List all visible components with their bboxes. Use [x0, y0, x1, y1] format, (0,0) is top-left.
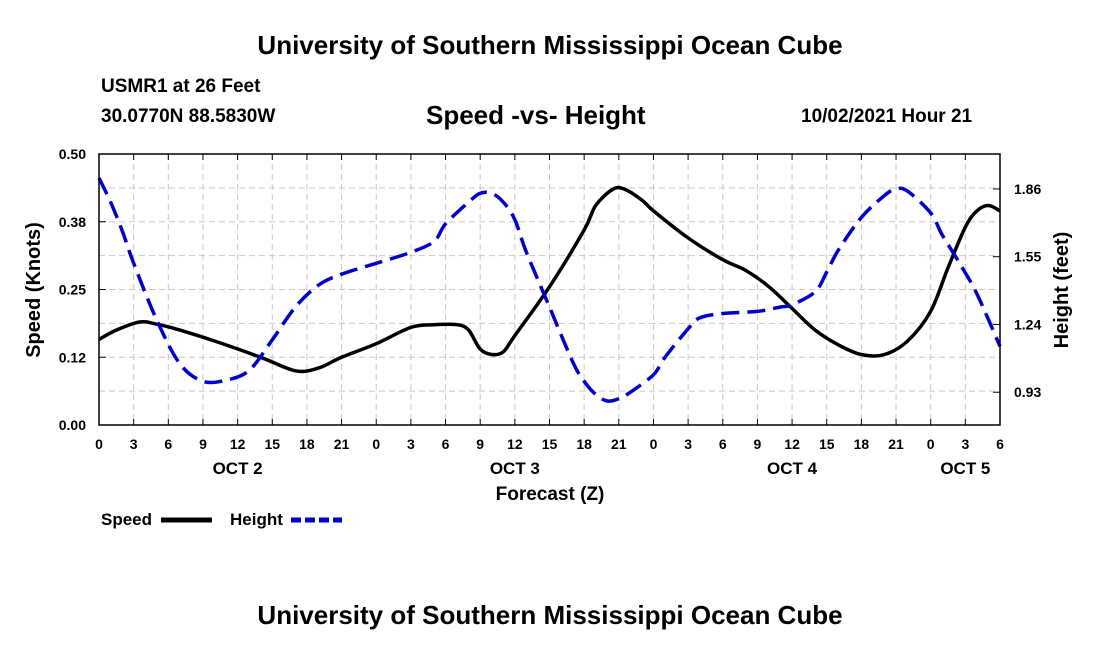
grid: [99, 154, 1000, 425]
forecast-datetime: 10/02/2021 Hour 21: [801, 106, 973, 127]
x-tick-label: 3: [130, 436, 138, 452]
x-tick-label: 12: [230, 436, 246, 452]
x-day-label: OCT 2: [213, 459, 263, 478]
y-tick-label: 0.50: [59, 146, 86, 162]
legend-height-label: Height: [230, 510, 283, 529]
x-axis-label: Forecast (Z): [496, 484, 605, 505]
x-tick-label: 6: [996, 436, 1004, 452]
y2-tick-label: 1.86: [1014, 181, 1041, 197]
y-tick-label: 0.38: [59, 214, 86, 230]
x-tick-label: 3: [407, 436, 415, 452]
x-tick-label: 15: [542, 436, 558, 452]
x-tick-label: 6: [719, 436, 727, 452]
x-tick-label: 3: [684, 436, 692, 452]
y-tick-label: 0.25: [59, 282, 86, 298]
x-tick-label: 21: [334, 436, 350, 452]
y2-tick-label: 0.93: [1014, 384, 1041, 400]
x-tick-label: 15: [264, 436, 280, 452]
x-day-label: OCT 5: [940, 459, 990, 478]
footer-title: University of Southern Mississippi Ocean…: [257, 600, 843, 630]
x-tick-label: 9: [754, 436, 762, 452]
x-tick-label: 9: [476, 436, 484, 452]
x-tick-label: 12: [784, 436, 800, 452]
x-tick-label: 3: [961, 436, 969, 452]
x-tick-label: 21: [888, 436, 904, 452]
page-title: University of Southern Mississippi Ocean…: [257, 30, 843, 60]
chart-title: Speed -vs- Height: [426, 100, 646, 130]
x-tick-label: 12: [507, 436, 523, 452]
x-day-label: OCT 3: [490, 459, 540, 478]
x-day-label: OCT 4: [767, 459, 818, 478]
series-line-height: [97, 177, 1002, 403]
coordinates-label: 30.0770N 88.5830W: [101, 106, 276, 127]
legend-speed-label: Speed: [101, 510, 152, 529]
y2-tick-label: 1.55: [1014, 249, 1041, 265]
station-label: USMR1 at 26 Feet: [101, 76, 261, 97]
x-tick-label: 21: [611, 436, 627, 452]
x-tick-label: 0: [95, 436, 103, 452]
legend: Speed Height: [101, 510, 342, 529]
y2-axis-label: Height (feet): [1051, 232, 1073, 349]
x-tick-label: 6: [164, 436, 172, 452]
series: [97, 177, 1002, 403]
y-tick-label: 0.12: [59, 349, 86, 365]
y-axis-label: Speed (Knots): [23, 222, 45, 358]
x-tick-label: 18: [576, 436, 592, 452]
x-tick-label: 18: [299, 436, 315, 452]
x-tick-label: 0: [927, 436, 935, 452]
x-tick-label: 6: [442, 436, 450, 452]
series-line-speed: [98, 185, 1001, 374]
x-tick-label: 15: [819, 436, 835, 452]
x-tick-label: 18: [854, 436, 870, 452]
y2-tick-label: 1.24: [1014, 316, 1041, 332]
y-tick-label: 0.00: [59, 417, 86, 433]
axes: 0 3 6 9 12 15 18 21 0 3 6 9 12 15 18 21 0 3 6 9 12 15 18 21 0 3 6O…: [59, 146, 1042, 478]
x-tick-label: 0: [372, 436, 380, 452]
x-tick-label: 9: [199, 436, 207, 452]
x-tick-label: 0: [650, 436, 658, 452]
